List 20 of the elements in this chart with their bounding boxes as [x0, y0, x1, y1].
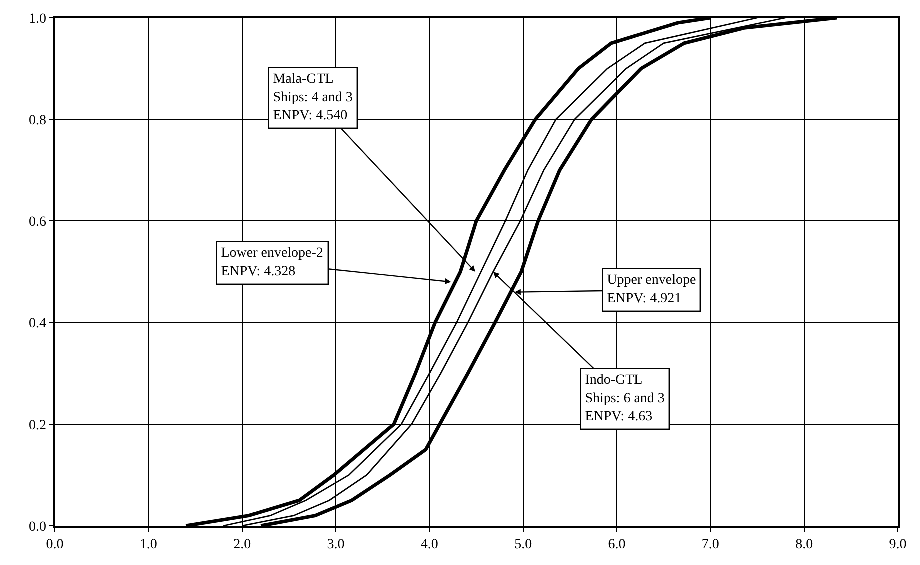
x-tick-label: 7.0	[702, 538, 720, 553]
annotation: Lower envelope-2 ENPV: 4.328	[221, 246, 324, 280]
y-tick-label: 0.6	[28, 215, 46, 230]
y-tick-label: 0.2	[28, 418, 46, 434]
x-tick-label: 2.0	[234, 538, 252, 553]
x-tick-label: 6.0	[608, 538, 626, 553]
x-tick-label: 3.0	[327, 538, 345, 553]
x-tick-label: 0.0	[46, 538, 64, 553]
y-tick-label: 0.4	[28, 316, 46, 332]
annotation: Mala-GTL Ships: 4 and 3 ENPV: 4.540	[273, 72, 353, 124]
y-tick-label: 0.0	[28, 520, 46, 535]
y-tick-label: 1.0	[28, 12, 46, 27]
annotation: Upper envelope ENPV: 4.921	[607, 273, 696, 306]
annotation: Indo-GTL Ships: 6 and 3 ENPV: 4.63	[585, 373, 665, 425]
x-tick-label: 5.0	[514, 538, 532, 553]
x-tick-label: 1.0	[140, 538, 158, 553]
x-tick-label: 8.0	[796, 538, 814, 553]
y-tick-label: 0.8	[28, 114, 46, 128]
x-tick-label: 4.0	[420, 538, 438, 553]
x-tick-label: 9.0	[889, 538, 907, 553]
